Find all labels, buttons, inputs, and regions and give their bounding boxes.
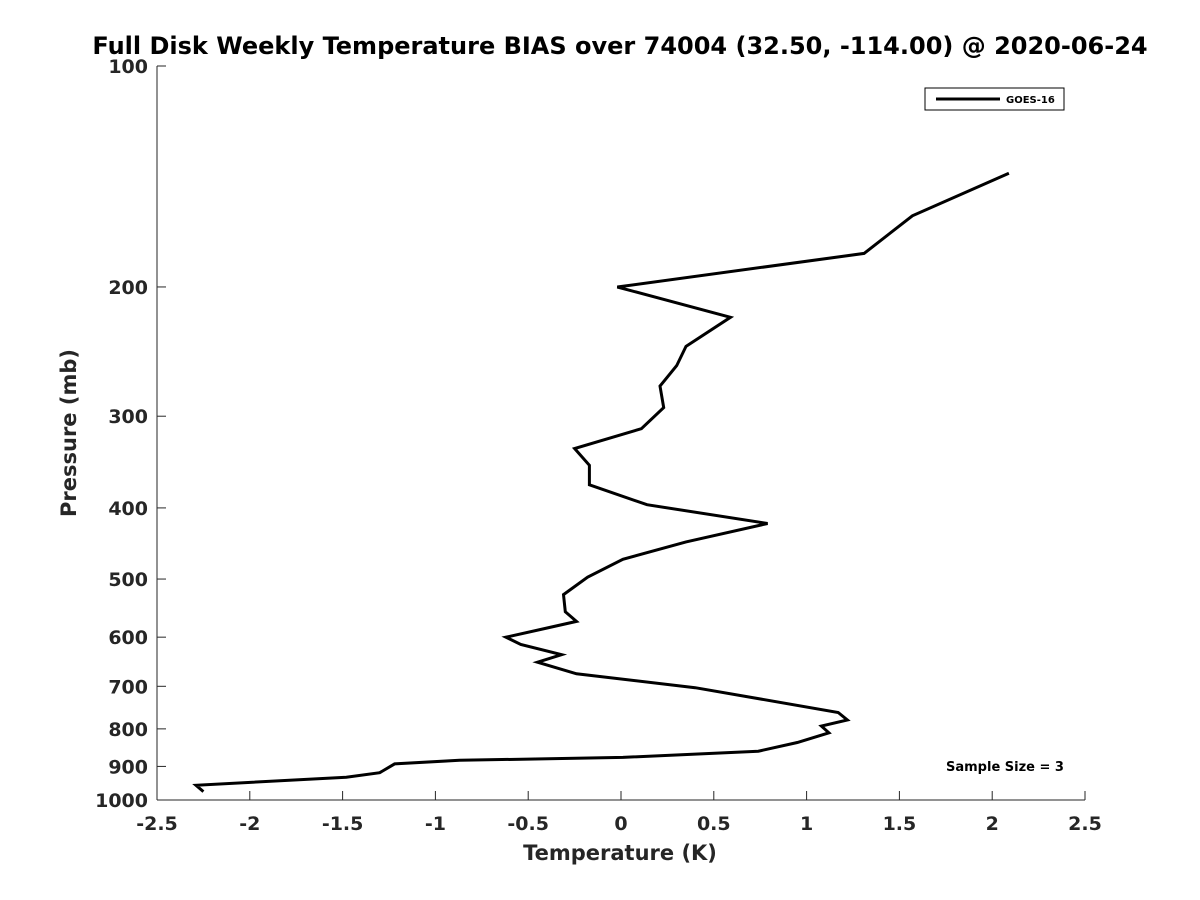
x-tick-label: -0.5 xyxy=(507,813,549,835)
y-tick-label: 800 xyxy=(108,719,148,741)
chart-title: Full Disk Weekly Temperature BIAS over 7… xyxy=(92,32,1147,60)
y-axis-label: Pressure (mb) xyxy=(57,349,81,517)
y-tick-label: 600 xyxy=(108,627,148,649)
x-axis-label: Temperature (K) xyxy=(523,841,717,865)
x-tick-label: 1.5 xyxy=(883,813,917,835)
x-axis-ticks: -2.5 -2 -1.5 -1 -0.5 0 0.5 1 1.5 2 2.5 xyxy=(136,791,1102,835)
y-tick-label: 400 xyxy=(108,498,148,520)
legend: GOES-16 xyxy=(924,87,1065,111)
series-line-goes-16 xyxy=(192,171,1010,793)
x-tick-label: -2 xyxy=(239,813,260,835)
series-layer xyxy=(192,171,1010,793)
y-tick-label: 100 xyxy=(108,56,148,78)
y-tick-label: 1000 xyxy=(95,790,148,812)
y-tick-label: 700 xyxy=(108,676,148,698)
x-tick-label: 1 xyxy=(800,813,813,835)
plot-axes xyxy=(156,66,1085,801)
x-tick-label: 0 xyxy=(614,813,627,835)
x-tick-label: -1.5 xyxy=(322,813,364,835)
x-tick-label: -2.5 xyxy=(136,813,178,835)
y-tick-label: 900 xyxy=(108,756,148,778)
x-tick-label: 2 xyxy=(986,813,999,835)
legend-label-goes16: GOES-16 xyxy=(1006,95,1055,106)
x-tick-label: -1 xyxy=(425,813,446,835)
y-tick-label: 500 xyxy=(108,569,148,591)
x-tick-label: 2.5 xyxy=(1068,813,1102,835)
y-axis-ticks: 100 200 300 400 500 600 700 800 900 1000 xyxy=(95,56,166,812)
y-tick-label: 200 xyxy=(108,277,148,299)
y-tick-label: 300 xyxy=(108,406,148,428)
x-tick-label: 0.5 xyxy=(697,813,731,835)
sample-size-annotation: Sample Size = 3 xyxy=(946,760,1064,775)
